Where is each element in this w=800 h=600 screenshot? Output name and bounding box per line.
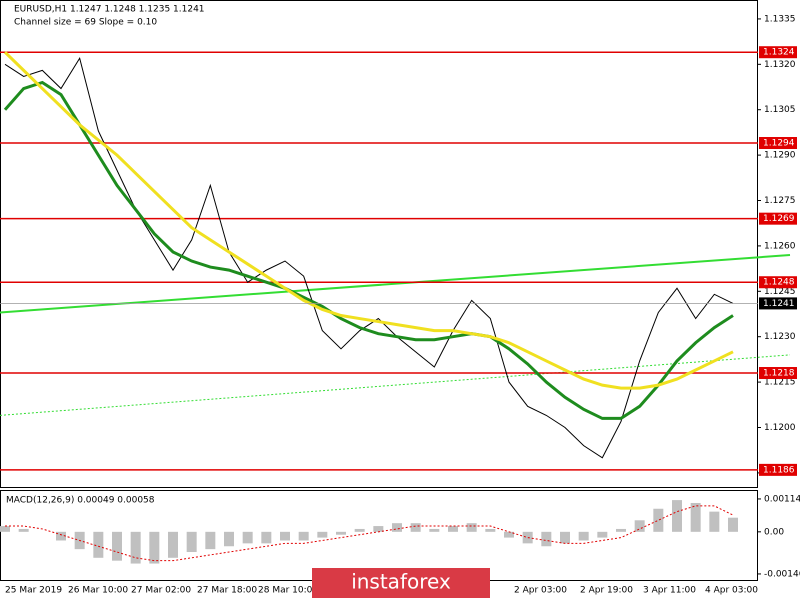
y-tick-label: 1.1275 bbox=[764, 196, 796, 206]
y-tick-label: 1.1200 bbox=[764, 423, 796, 433]
y-tick-label: 1.1290 bbox=[764, 151, 796, 161]
macd-bar bbox=[224, 531, 234, 547]
macd-bar bbox=[392, 523, 402, 532]
macd-bar bbox=[168, 531, 178, 558]
y-tick-label: 1.1260 bbox=[764, 241, 796, 251]
level-label-bg bbox=[759, 212, 797, 225]
level-label: 1.1248 bbox=[763, 278, 795, 288]
y-tick-label: 0.00114 bbox=[764, 494, 800, 504]
macd-bar bbox=[354, 528, 365, 532]
y-tick-label: 1.1320 bbox=[764, 60, 796, 70]
watermark: instaforex bbox=[351, 570, 451, 594]
macd-bar bbox=[466, 523, 477, 532]
macd-bar bbox=[578, 531, 589, 541]
y-tick-label: 1.1230 bbox=[764, 332, 796, 342]
macd-bar bbox=[149, 531, 160, 564]
level-label-bg bbox=[759, 276, 797, 289]
level-label: 1.1294 bbox=[763, 139, 795, 149]
macd-bar bbox=[242, 531, 253, 544]
macd-bar bbox=[597, 531, 608, 538]
x-tick-label: 26 Mar 10:00 bbox=[68, 586, 128, 596]
macd-bar bbox=[448, 526, 458, 532]
price-panel bbox=[0, 0, 758, 488]
level-label: 1.1218 bbox=[763, 369, 795, 379]
macd-bar bbox=[336, 531, 346, 535]
x-tick-label: 2 Apr 03:00 bbox=[514, 586, 567, 596]
trendline bbox=[0, 354, 791, 416]
macd-bar bbox=[280, 531, 290, 541]
macd-bar bbox=[373, 526, 384, 532]
y-tick-label: 0.00 bbox=[764, 527, 784, 537]
y-tick-label: 1.1215 bbox=[764, 378, 796, 388]
watermark-bg bbox=[312, 568, 490, 598]
macd-bar bbox=[0, 526, 10, 532]
x-tick-label: 3 Apr 11:00 bbox=[643, 586, 696, 596]
price-line bbox=[4, 57, 734, 459]
trendline bbox=[0, 253, 791, 314]
level-label: 1.1269 bbox=[763, 214, 795, 224]
macd-bar bbox=[709, 511, 720, 532]
macd-bar bbox=[298, 531, 309, 541]
macd-bar bbox=[560, 531, 570, 544]
x-tick-label: 2 Apr 19:00 bbox=[580, 586, 633, 596]
macd-signal bbox=[5, 505, 734, 562]
macd-bar bbox=[504, 531, 514, 538]
y-tick-label: -0.00146 bbox=[764, 569, 800, 579]
macd-bar bbox=[728, 517, 738, 532]
chart-title: EURUSD,H1 1.1247 1.1248 1.1235 1.1241 bbox=[14, 5, 205, 15]
macd-bar bbox=[130, 531, 141, 564]
macd-bar bbox=[541, 531, 552, 547]
x-tick-label: 25 Mar 2019 bbox=[5, 586, 62, 596]
x-tick-label: 27 Mar 02:00 bbox=[131, 586, 191, 596]
level-label-bg bbox=[759, 367, 797, 380]
macd-bar bbox=[616, 528, 626, 532]
x-tick-label: 27 Mar 18:00 bbox=[197, 586, 257, 596]
y-tick-label: 1.1335 bbox=[764, 14, 796, 24]
level-label: 1.1324 bbox=[763, 48, 795, 58]
level-label-bg bbox=[759, 46, 797, 59]
price-line bbox=[3, 80, 734, 420]
macd-bar bbox=[690, 502, 701, 532]
x-tick-label: 4 Apr 03:00 bbox=[705, 586, 758, 596]
macd-bar bbox=[317, 531, 328, 538]
macd-bar bbox=[410, 523, 421, 532]
macd-bar bbox=[429, 528, 440, 532]
y-tick-label: 1.1245 bbox=[764, 287, 796, 297]
macd-bar bbox=[93, 531, 104, 558]
price-line bbox=[3, 51, 734, 390]
x-tick-label: 28 Mar 10:00 bbox=[258, 586, 318, 596]
last-price-bg bbox=[759, 297, 797, 310]
macd-bar bbox=[261, 531, 272, 544]
level-label: 1.1186 bbox=[763, 465, 795, 475]
macd-bar bbox=[522, 531, 533, 544]
macd-bar bbox=[672, 500, 682, 532]
macd-bar bbox=[485, 528, 496, 532]
macd-bar bbox=[634, 520, 645, 532]
macd-bar bbox=[56, 531, 66, 541]
last-price-label: 1.1241 bbox=[763, 299, 795, 309]
macd-bar bbox=[205, 531, 216, 550]
level-label-bg bbox=[759, 137, 797, 150]
macd-bar bbox=[112, 531, 122, 561]
macd-bar bbox=[18, 528, 29, 532]
level-label-bg bbox=[759, 463, 797, 476]
macd-title: MACD(12,26,9) 0.00049 0.00058 bbox=[6, 496, 155, 506]
y-tick-label: 1.1305 bbox=[764, 105, 796, 115]
chart-subtitle: Channel size = 69 Slope = 0.10 bbox=[14, 18, 157, 28]
macd-bar bbox=[653, 508, 664, 532]
macd-bar bbox=[186, 531, 197, 553]
